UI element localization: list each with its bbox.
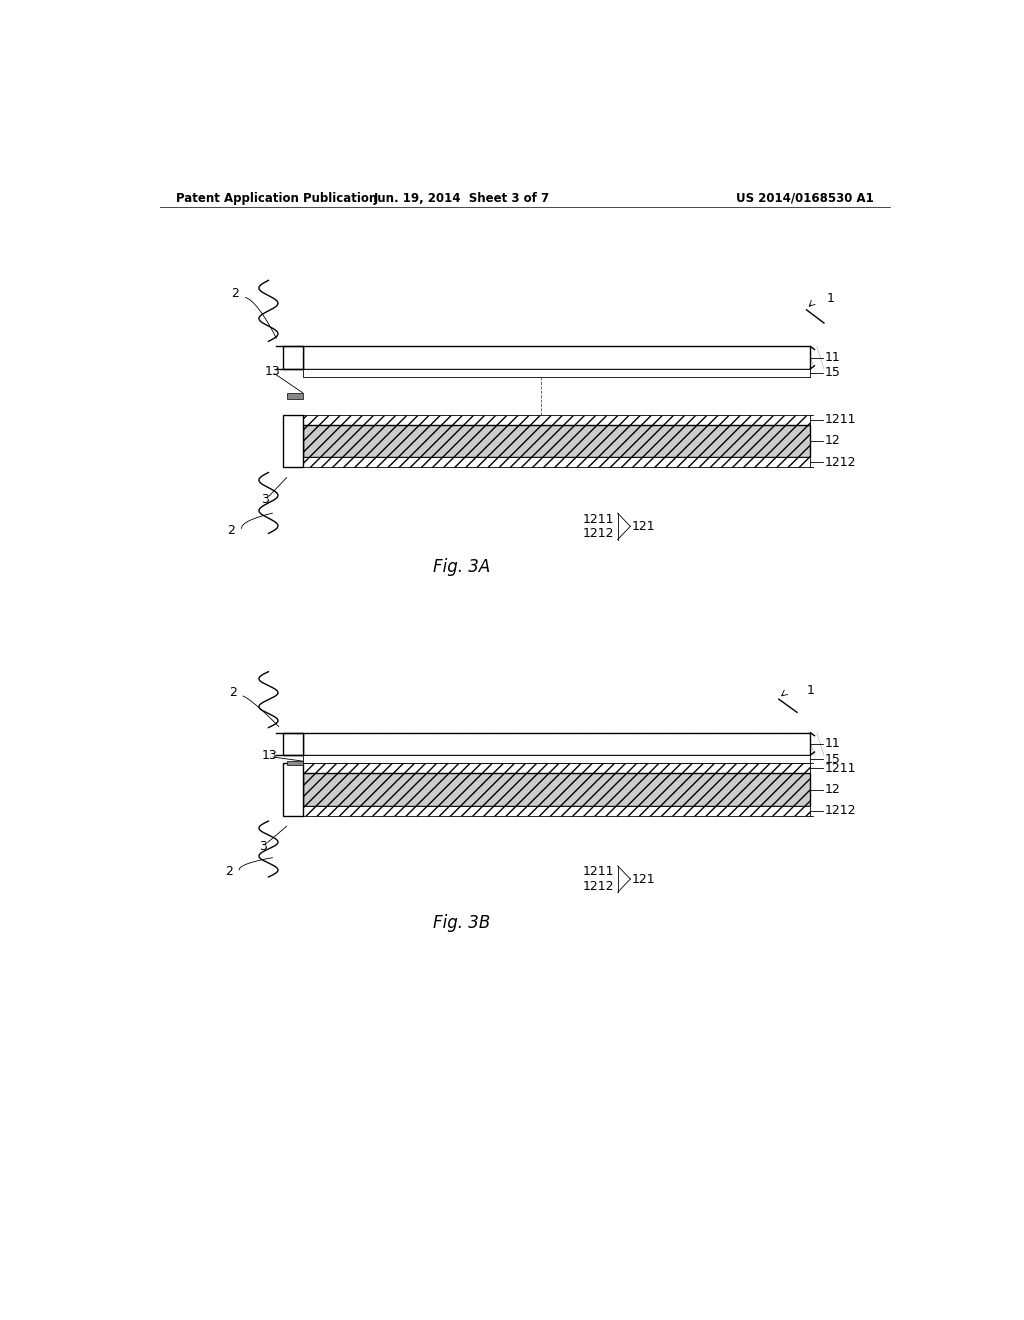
Text: 1212: 1212 [824,455,856,469]
Text: 2: 2 [231,286,239,300]
Text: 15: 15 [824,752,841,766]
Bar [303,805,811,816]
Text: Jun. 19, 2014  Sheet 3 of 7: Jun. 19, 2014 Sheet 3 of 7 [374,191,549,205]
Bar [303,414,811,425]
Bar [283,763,303,816]
Bar [303,763,811,774]
Text: 12: 12 [824,783,841,796]
Text: 11: 11 [824,351,841,364]
Text: 121: 121 [632,873,655,886]
Text: 2: 2 [225,866,232,878]
Text: 13: 13 [264,366,281,379]
Bar [303,774,811,805]
Text: 1212: 1212 [824,804,856,817]
Bar [283,414,303,467]
Bar [303,457,811,467]
Text: 3: 3 [261,494,269,507]
Bar [283,733,303,755]
Text: 121: 121 [632,520,655,533]
Bar [303,425,811,457]
Text: Patent Application Publication: Patent Application Publication [176,191,377,205]
Bar [287,762,303,766]
Text: 1211: 1211 [824,413,856,426]
Text: 1212: 1212 [583,527,614,540]
Text: 15: 15 [824,367,841,379]
Text: 3: 3 [259,840,267,853]
Text: 1211: 1211 [824,762,856,775]
Text: 12: 12 [824,434,841,447]
Text: 2: 2 [227,524,236,537]
Text: 11: 11 [824,738,841,750]
Text: 1211: 1211 [583,866,614,878]
Text: 1212: 1212 [583,879,614,892]
Text: 2: 2 [229,685,238,698]
Bar [303,733,811,755]
Text: 1211: 1211 [583,512,614,525]
Text: 13: 13 [261,748,278,762]
Text: 1: 1 [807,685,814,697]
Bar [303,368,811,378]
Bar [303,755,811,763]
Text: Fig. 3A: Fig. 3A [433,558,489,576]
Bar [287,392,303,399]
Bar [283,346,303,368]
Text: US 2014/0168530 A1: US 2014/0168530 A1 [736,191,873,205]
Bar [303,346,811,368]
Text: Fig. 3B: Fig. 3B [433,913,489,932]
Text: 1: 1 [826,292,835,305]
